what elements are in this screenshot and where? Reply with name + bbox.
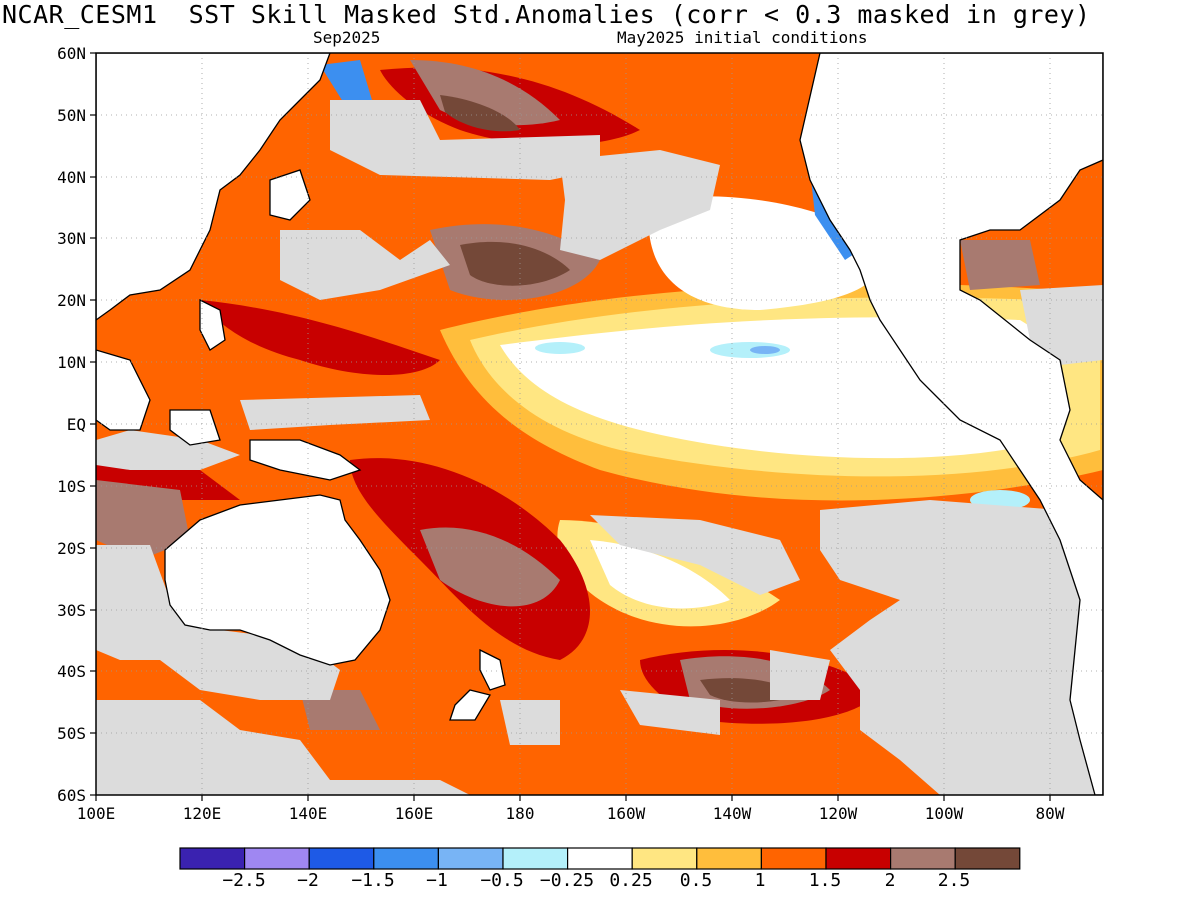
mask-region bbox=[620, 690, 720, 735]
land-philippines bbox=[199, 298, 226, 351]
lon-label: 160E bbox=[394, 804, 434, 823]
land-australia bbox=[164, 494, 391, 666]
lon-label: 140W bbox=[712, 804, 752, 823]
colorbar-swatch bbox=[696, 847, 762, 870]
lat-label: 40S bbox=[57, 662, 86, 681]
colorbar-swatch bbox=[502, 847, 569, 870]
colorbar-swatch bbox=[308, 847, 375, 870]
colorbar-label: −2 bbox=[297, 870, 319, 891]
colorbar-swatch bbox=[373, 847, 439, 870]
mask-region bbox=[820, 500, 1103, 795]
mask-region bbox=[96, 545, 340, 700]
anomaly-very-warm bbox=[96, 480, 190, 560]
colorbar-swatch bbox=[825, 847, 892, 870]
mask-region bbox=[590, 515, 800, 595]
land-new-zealand-south bbox=[449, 689, 492, 721]
lat-label: EQ bbox=[66, 415, 86, 434]
mask-region bbox=[770, 650, 830, 700]
land-japan bbox=[269, 169, 311, 221]
colorbar-label: −0.25 bbox=[539, 870, 595, 891]
lon-label: 80W bbox=[1035, 804, 1065, 823]
lat-label: 50N bbox=[57, 106, 86, 125]
lat-label: 20S bbox=[57, 539, 86, 558]
lon-label: 120E bbox=[182, 804, 222, 823]
mask-region bbox=[560, 150, 720, 260]
land-indochina bbox=[96, 349, 151, 431]
colorbar-swatch bbox=[631, 847, 698, 870]
lat-label: 10S bbox=[57, 477, 86, 496]
land-asia bbox=[96, 53, 331, 321]
lon-label: 100E bbox=[76, 804, 116, 823]
mask-region bbox=[240, 395, 430, 430]
colorbar-label: 2 bbox=[884, 870, 896, 891]
anomaly-strong-warm bbox=[200, 300, 440, 375]
mask-region bbox=[96, 700, 470, 795]
colorbar-swatch bbox=[889, 847, 956, 870]
mask-region bbox=[96, 430, 240, 470]
land-new-guinea bbox=[249, 439, 362, 481]
colorbar-label: 1 bbox=[754, 870, 766, 891]
colorbar-label: −1.5 bbox=[351, 870, 395, 891]
lat-label: 30N bbox=[57, 229, 86, 248]
colorbar-label: 2.5 bbox=[937, 870, 971, 891]
colorbar-swatch bbox=[244, 847, 310, 870]
lon-label: 120W bbox=[818, 804, 858, 823]
land-americas bbox=[799, 53, 1103, 795]
lat-label: 60S bbox=[57, 786, 86, 805]
colorbar-swatch bbox=[954, 847, 1021, 870]
land-borneo bbox=[169, 409, 221, 446]
mask-region bbox=[280, 230, 450, 300]
anomaly-cool-spot bbox=[750, 346, 780, 354]
anomaly-extreme-warm bbox=[460, 241, 570, 286]
anomaly-very-warm bbox=[960, 240, 1040, 290]
lat-label: 10N bbox=[57, 353, 86, 372]
lat-label: 60N bbox=[57, 44, 86, 63]
colorbar-swatch bbox=[437, 847, 504, 870]
anomaly-extreme-warm bbox=[440, 95, 520, 132]
colorbar-label: 0.5 bbox=[679, 870, 713, 891]
colorbar-label: 0.25 bbox=[609, 870, 653, 891]
lat-label: 50S bbox=[57, 724, 86, 743]
anomaly-cool-spot bbox=[535, 342, 585, 354]
land-new-zealand-north bbox=[479, 648, 506, 691]
lon-label: 180 bbox=[505, 804, 535, 823]
colorbar-label: −0.5 bbox=[480, 870, 524, 891]
axis-ticks bbox=[90, 52, 1051, 801]
map-gridlines bbox=[96, 53, 1103, 795]
lat-label: 40N bbox=[57, 168, 86, 187]
init-conditions: May2025 initial conditions bbox=[617, 28, 868, 47]
colorbar-label: −2.5 bbox=[222, 870, 266, 891]
colorbar-label: −1 bbox=[426, 870, 448, 891]
valid-date: Sep2025 bbox=[313, 28, 381, 47]
lon-label: 160W bbox=[606, 804, 646, 823]
colorbar-swatch bbox=[760, 847, 827, 870]
anomaly-area-neutral-north bbox=[648, 196, 879, 310]
mask-region bbox=[1020, 285, 1103, 365]
lon-label: 100W bbox=[924, 804, 964, 823]
anomaly-very-warm bbox=[420, 527, 560, 607]
colorbar-label: 1.5 bbox=[808, 870, 842, 891]
map-title: NCAR_CESM1 SST Skill Masked Std.Anomalie… bbox=[2, 0, 1091, 29]
mask-region bbox=[500, 700, 560, 745]
lat-label: 30S bbox=[57, 601, 86, 620]
colorbar-swatch bbox=[566, 847, 633, 870]
anomaly-area-neutral-south bbox=[590, 540, 730, 609]
colorbar-swatch bbox=[179, 847, 246, 870]
lat-label: 20N bbox=[57, 291, 86, 310]
lon-label: 140E bbox=[288, 804, 328, 823]
anomaly-cool-okhotsk bbox=[320, 60, 372, 105]
mask-region bbox=[330, 100, 600, 180]
